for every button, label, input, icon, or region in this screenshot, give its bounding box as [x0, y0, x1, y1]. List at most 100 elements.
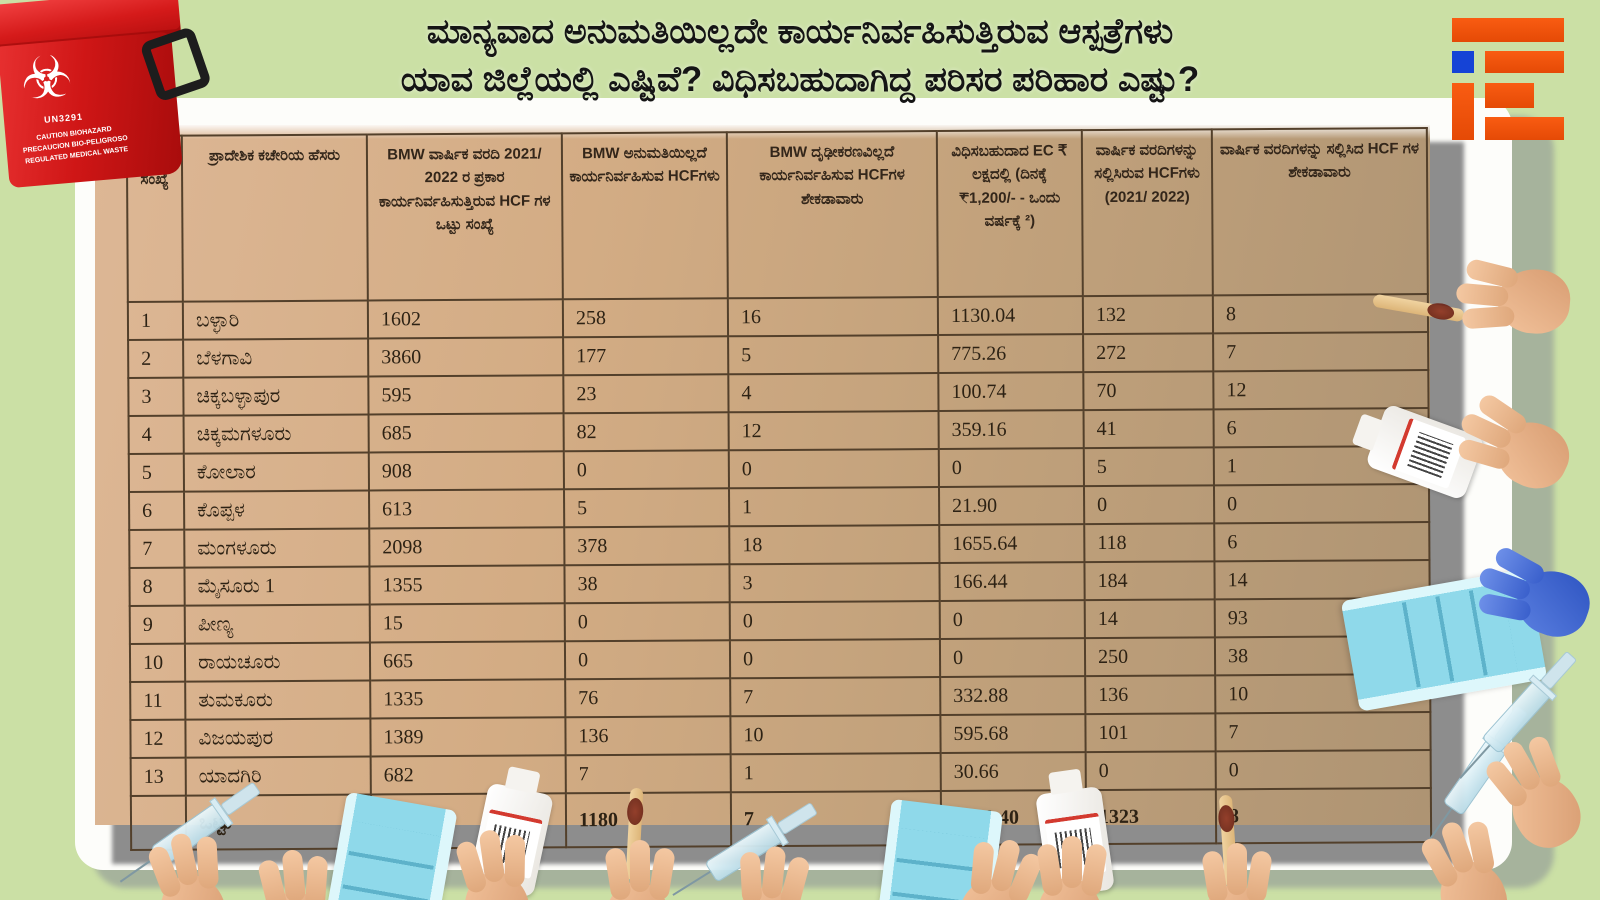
title-line-2: ಯಾವ ಜಿಲ್ಲೆಯಲ್ಲಿ ಎಷ್ಟಿವೆ? ವಿಧಿಸಬಹುದಾಗಿದ್ದ… [400, 60, 1200, 100]
finger [196, 836, 220, 890]
district-table: ಕ್ರಮ ಸಂಖ್ಯೆಪ್ರಾದೇಶಿಕ ಕಚೇರಿಯ ಹೆಸರುBMW ವಾರ… [126, 127, 1432, 851]
table-cell: 6 [1214, 522, 1430, 562]
finger [504, 834, 526, 888]
table-cell: 0 [563, 450, 729, 490]
logo-blue-square [1452, 51, 1474, 73]
table-cell: 0 [564, 640, 731, 680]
table-cell: 5 [128, 453, 185, 492]
table-cell: 100.74 [938, 372, 1084, 412]
table-cell: 0 [1213, 484, 1430, 524]
table-cell: 332.88 [940, 676, 1086, 716]
table-cell: 1 [728, 487, 940, 527]
table-cell: 4 [728, 373, 939, 413]
hand-icon [1455, 256, 1573, 344]
finger [739, 851, 763, 900]
table-cell: 2 [128, 339, 184, 378]
table-cell: 0 [939, 600, 1085, 640]
header-row: ಕ್ರಮ ಸಂಖ್ಯೆಪ್ರಾದೇಶಿಕ ಕಚೇರಿಯ ಹೆಸರುBMW ವಾರ… [126, 128, 1428, 302]
syringe-needle [672, 869, 713, 896]
finger [1036, 842, 1064, 898]
table-cell: 0 [1083, 485, 1215, 525]
finger [1062, 836, 1082, 888]
table-cell: 8 [1215, 788, 1432, 844]
table-cell: 272 [1083, 333, 1214, 373]
logo-bar-3 [1485, 83, 1534, 108]
table-cell: ಮಂಗಳೂರು [184, 528, 370, 568]
logo-bar-top [1452, 18, 1564, 42]
table-cell: 76 [565, 678, 731, 718]
title-line-1: ಮಾನ್ಯವಾದ ಅನುಮತಿಯಿಲ್ಲದೇ ಕಾರ್ಯನಿರ್ವಹಿಸುತ್ತ… [426, 12, 1174, 51]
hand-icon [251, 849, 339, 900]
table-cell: 5 [728, 335, 939, 375]
table-cell: 5 [563, 488, 730, 528]
table-cell: 13 [130, 757, 186, 796]
table-cell: ಮೈಸೂರು 1 [184, 566, 370, 606]
logo-bar-2 [1485, 51, 1564, 73]
table-cell: 12 [728, 411, 939, 451]
table-cell: 101 [1085, 713, 1216, 753]
table-cell: 595 [368, 375, 564, 415]
finger [1080, 842, 1108, 898]
table-cell: 5 [1083, 447, 1214, 487]
table-cell: 1130.04 [937, 296, 1084, 336]
table-cell: 1389 [370, 717, 566, 757]
biohazard-icon: ☣ [17, 41, 76, 114]
table-cell: 16 [727, 297, 939, 337]
table-cell: 136 [565, 716, 731, 756]
table-cell: 0 [729, 601, 940, 641]
table-cell: 908 [368, 451, 564, 491]
table-cell: 0 [1215, 750, 1431, 790]
table-cell: 11 [130, 681, 186, 720]
table-cell: 12 [1213, 370, 1429, 410]
column-header: BMW ವಾರ್ಷಿಕ ವರದಿ 2021/ 2022 ರ ಪ್ರಕಾರ ಕಾರ… [366, 133, 563, 301]
hand-icon [448, 828, 541, 900]
table-cell: 1335 [370, 679, 566, 719]
table-cell: 359.16 [938, 410, 1084, 450]
table-cell: 136 [1085, 675, 1216, 715]
table-cell: 0 [1085, 751, 1216, 791]
table-cell: 665 [369, 641, 566, 681]
table-cell: ತುಮಕೂರು [185, 680, 371, 720]
finger [604, 846, 632, 900]
table-cell: 1 [127, 301, 184, 340]
table-cell: 1 [730, 753, 941, 793]
table-cell: ಕೊಪ್ಪಳ [184, 490, 370, 530]
logo-bar-4 [1485, 117, 1564, 140]
hand-icon [598, 840, 678, 900]
table-cell: ಚಿಕ್ಕಬಳ್ಳಾಪುರ [183, 376, 369, 416]
table-cell: 1602 [367, 299, 564, 339]
table-cell: 21.90 [938, 486, 1085, 526]
column-header: BMW ದೃಢೀಕರಣವಿಲ್ಲದೆ ಕಾರ್ಯನಿರ್ವಹಿಸುವ HCFಗಳ… [726, 131, 938, 299]
table-cell: ಪೀಣ್ಯ [184, 604, 370, 644]
table-cell: 8 [129, 567, 185, 606]
table-cell: 3 [128, 377, 184, 416]
table-cell: 0 [728, 449, 939, 489]
table-cell: 7 [1215, 712, 1431, 752]
table-cell: 23 [563, 374, 729, 414]
table-cell: 685 [368, 413, 564, 453]
finger [1201, 849, 1229, 900]
table-cell: 250 [1084, 637, 1216, 677]
table-cell: ಬಳ್ಳಾರಿ [182, 300, 369, 340]
table-cell: 1180 [565, 792, 732, 848]
table-cell: 4 [128, 415, 184, 454]
table-cell: 6 [129, 491, 185, 530]
table-cell: 3 [729, 563, 940, 603]
column-header: ವಿಧಿಸಬಹುದಾದ EC ₹ ಲಕ್ಷದಲ್ಲಿ (ದಿನಕ್ಕೆ ₹1,2… [936, 130, 1083, 298]
table-cell: 10 [129, 643, 186, 682]
table-cell: 7 [129, 529, 185, 568]
table-cell: 2098 [369, 527, 565, 567]
column-header: BMW ಅನುಮತಿಯಿಲ್ಲದೆ ಕಾರ್ಯನಿರ್ವಹಿಸುವ HCFಗಳು [561, 132, 728, 300]
table-cell: 10 [730, 715, 941, 755]
table-cell: 1355 [369, 565, 565, 605]
table-cell: 41 [1083, 409, 1214, 449]
table-cell: 595.68 [940, 714, 1086, 754]
table-cell: ವಿಜಯಪುರ [185, 718, 371, 758]
table-cell: ಬೆಳಗಾವಿ [183, 338, 369, 378]
table-cell: 258 [562, 298, 729, 338]
hand-icon [723, 845, 813, 900]
table-cell: 0 [729, 639, 941, 679]
column-header: ವಾರ್ಷಿಕ ವರದಿಗಳನ್ನು ಸಲ್ಲಿಸಿದ HCF ಗಳ ಶೇಕಡಾ… [1211, 128, 1428, 296]
hand-icon [1030, 836, 1110, 900]
table-cell: ಕೋಲಾರ [183, 452, 370, 492]
